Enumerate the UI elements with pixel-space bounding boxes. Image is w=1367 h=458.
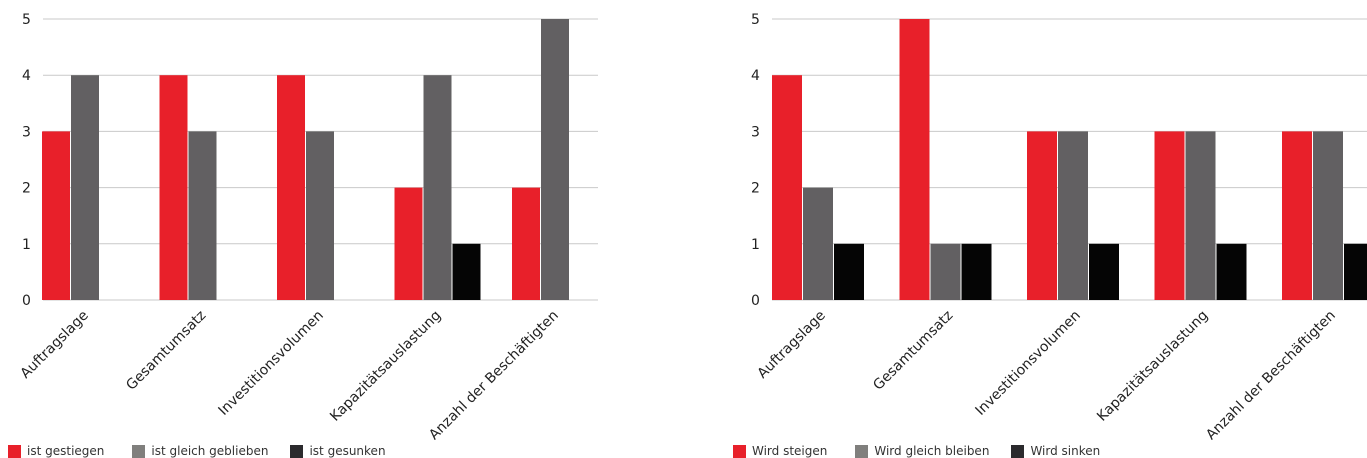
- bar-investitionsvolumen-wird-sinken: [1089, 243, 1119, 300]
- bar-auftragslage-wird-steigen: [772, 75, 802, 300]
- legend-label: ist gleich geblieben: [151, 444, 269, 458]
- legend-item-wird-steigen: Wird steigen: [733, 444, 827, 458]
- bar-gesamtumsatz-wird-sinken: [961, 243, 992, 300]
- bar-investitionsvolumen-ist-gleich-geblieben: [306, 131, 334, 300]
- bar-investitionsvolumen-ist-gestiegen: [277, 75, 305, 300]
- chart-panel-right: 0 1 2 3 4 5 Auftragslage Gesamtumsatz Investitio…: [723, 0, 1367, 458]
- y-tick-label: 5: [22, 12, 31, 28]
- bar-anzahl-der-besch-ftigten-wird-gleich-bleiben: [1313, 131, 1343, 300]
- bar-kapazit-tsauslastung-wird-gleich-bleiben: [1185, 131, 1216, 300]
- chart-panel-left: 0 1 2 3 4 5 Auftragslage Gesamtumsatz Investitio…: [8, 12, 598, 458]
- legend-item-ist-gesunken: ist gesunken: [290, 444, 386, 458]
- legend-label: Wird gleich bleiben: [874, 444, 990, 458]
- y-tick-label: 1: [751, 237, 760, 253]
- x-tick-label: Auftragslage: [18, 308, 92, 382]
- bar-auftragslage-wird-sinken: [834, 243, 864, 300]
- bar-kapazit-tsauslastung-wird-steigen: [1154, 131, 1185, 300]
- legend-label: ist gestiegen: [27, 444, 105, 458]
- y-tick-label: 2: [22, 181, 31, 197]
- y-tick-label: 0: [22, 293, 31, 309]
- y-tick-label: 5: [751, 12, 760, 28]
- bar-anzahl-der-besch-ftigten-ist-gestiegen: [512, 187, 540, 300]
- x-tick-label: Anzahl der Beschäftigten: [1203, 308, 1339, 440]
- bar-gesamtumsatz-ist-gleich-geblieben: [188, 131, 217, 300]
- y-tick-label: 4: [751, 68, 760, 84]
- x-tick-label: Investitionsvolumen: [216, 308, 327, 419]
- bar-investitionsvolumen-wird-gleich-bleiben: [1058, 131, 1088, 300]
- x-tick-label: Kapazitätsauslastung: [327, 308, 444, 425]
- bar-gesamtumsatz-wird-steigen: [899, 19, 930, 300]
- bar-auftragslage-wird-gleich-bleiben: [803, 187, 833, 300]
- y-tick-label: 0: [751, 293, 760, 309]
- legend-label: Wird sinken: [1030, 444, 1101, 458]
- y-tick-label: 4: [22, 68, 31, 84]
- legend-label: ist gesunken: [309, 444, 386, 458]
- legend-swatch-red: [8, 444, 21, 458]
- bar-gesamtumsatz-ist-gestiegen: [159, 75, 188, 300]
- bar-anzahl-der-besch-ftigten-wird-sinken: [1344, 243, 1367, 300]
- y-tick-label: 1: [22, 237, 31, 253]
- bar-kapazit-tsauslastung-ist-gestiegen: [394, 187, 423, 300]
- legend-swatch-gray: [132, 444, 146, 458]
- y-tick-label: 3: [751, 124, 760, 140]
- bar-kapazit-tsauslastung-ist-gleich-geblieben: [423, 75, 452, 300]
- legend-item-wird-gleich-bleiben: Wird gleich bleiben: [855, 444, 989, 458]
- x-tick-label: Investitionsvolumen: [973, 308, 1084, 419]
- y-tick-label: 2: [751, 181, 760, 197]
- x-tick-label: Auftragslage: [755, 308, 829, 382]
- x-tick-label: Gesamtumsatz: [870, 308, 956, 394]
- legend-item-wird-sinken: Wird sinken: [1011, 444, 1100, 458]
- x-tick-label: Anzahl der Beschäftigten: [426, 308, 562, 440]
- x-tick-label: Kapazitätsauslastung: [1094, 308, 1211, 425]
- bar-chart-right: 0 1 2 3 4 5 Auftragslage Gesamtumsatz Investitio…: [751, 12, 1367, 440]
- legend-swatch-black: [290, 444, 304, 458]
- bar-kapazit-tsauslastung-ist-gesunken: [452, 243, 481, 300]
- y-tick-label: 3: [22, 124, 31, 140]
- bar-anzahl-der-besch-ftigten-ist-gleich-geblieben: [541, 19, 569, 300]
- bar-chart-left: 0 1 2 3 4 5 Auftragslage Gesamtumsatz Investitio…: [18, 12, 598, 440]
- bar-investitionsvolumen-wird-steigen: [1027, 131, 1057, 300]
- bar-kapazit-tsauslastung-wird-sinken: [1216, 243, 1247, 300]
- legend-label: Wird steigen: [752, 444, 828, 458]
- bar-gesamtumsatz-wird-gleich-bleiben: [930, 243, 961, 300]
- x-tick-label: Gesamtumsatz: [123, 308, 209, 394]
- legend-item-ist-gestiegen: ist gestiegen: [8, 444, 104, 458]
- bar-auftragslage-ist-gleich-geblieben: [71, 75, 99, 300]
- legend-right: Wird steigen Wird gleich bleiben Wird si…: [733, 444, 1122, 458]
- bar-anzahl-der-besch-ftigten-wird-steigen: [1282, 131, 1312, 300]
- legend-swatch-gray: [855, 444, 869, 458]
- bar-auftragslage-ist-gestiegen: [42, 131, 70, 300]
- legend-swatch-black: [1011, 444, 1025, 458]
- legend-swatch-red: [733, 444, 746, 458]
- legend-item-ist-gleich-geblieben: ist gleich geblieben: [132, 444, 268, 458]
- legend-left: ist gestiegen ist gleich geblieben ist g…: [8, 444, 408, 458]
